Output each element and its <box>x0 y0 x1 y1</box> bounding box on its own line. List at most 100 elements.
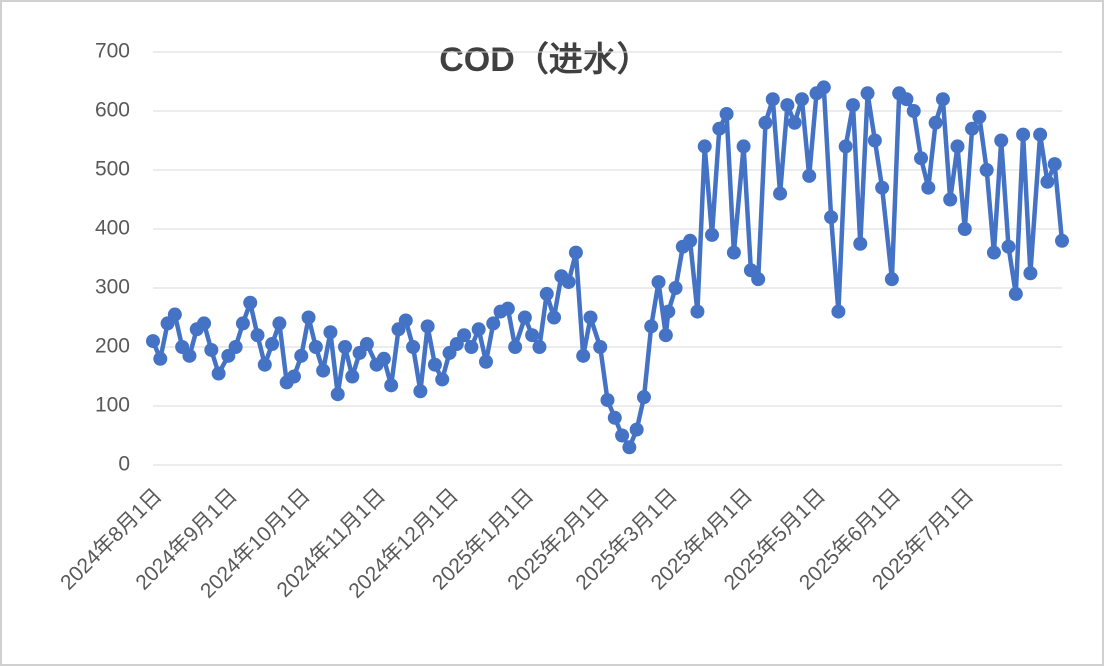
data-point <box>508 340 523 354</box>
data-point <box>338 340 353 354</box>
data-point <box>831 304 846 319</box>
data-point <box>773 186 788 201</box>
y-tick-label: 500 <box>95 158 130 181</box>
data-point <box>593 340 608 354</box>
data-point <box>568 245 583 260</box>
data-point <box>867 133 882 148</box>
data-point <box>914 151 929 166</box>
data-point <box>182 348 197 363</box>
data-point <box>345 369 360 384</box>
chart-title: COD（进水） <box>439 40 651 79</box>
data-point <box>758 115 773 130</box>
data-point <box>705 227 720 242</box>
data-point <box>787 115 802 130</box>
data-point <box>539 286 554 301</box>
data-point <box>928 115 943 130</box>
data-point <box>943 192 958 207</box>
data-point <box>301 310 316 325</box>
data-point <box>636 390 651 405</box>
data-point <box>525 328 540 343</box>
data-point <box>323 325 338 340</box>
data-point <box>500 301 515 316</box>
data-point <box>1055 233 1069 248</box>
data-point <box>816 80 831 95</box>
data-point <box>607 410 622 425</box>
data-point <box>994 133 1009 148</box>
data-point <box>950 139 965 154</box>
data-point <box>204 342 219 357</box>
data-point <box>794 92 809 107</box>
data-point <box>683 233 698 248</box>
data-point <box>471 322 486 337</box>
data-point <box>845 98 860 113</box>
data-point <box>464 340 479 354</box>
data-point <box>265 337 280 352</box>
data-point <box>153 351 168 366</box>
data-point <box>668 281 683 295</box>
data-point <box>146 334 160 349</box>
data-point <box>167 307 182 322</box>
data-point <box>802 168 817 183</box>
data-point <box>972 109 987 124</box>
data-point <box>1033 127 1048 142</box>
data-point <box>235 316 250 331</box>
data-point <box>257 357 272 372</box>
data-point <box>406 340 421 354</box>
data-point <box>211 366 226 381</box>
data-point <box>1001 239 1016 254</box>
data-point <box>644 319 659 334</box>
data-point <box>547 310 562 325</box>
data-point <box>957 222 972 236</box>
data-point <box>824 210 839 225</box>
data-point <box>765 92 780 107</box>
data-point <box>486 316 501 331</box>
data-point <box>899 92 914 107</box>
data-point <box>658 328 673 343</box>
data-point <box>272 316 287 331</box>
data-point <box>979 163 994 177</box>
data-point <box>751 272 766 287</box>
data-point <box>413 384 428 399</box>
data-point <box>384 378 399 393</box>
data-point <box>838 139 853 154</box>
data-point <box>478 354 493 369</box>
data-point <box>965 121 980 136</box>
y-tick-label: 0 <box>118 453 130 476</box>
data-point <box>875 180 890 195</box>
data-point <box>532 340 547 354</box>
data-point <box>712 121 727 136</box>
data-point <box>853 236 868 251</box>
data-point <box>1047 157 1062 172</box>
data-point <box>243 295 258 310</box>
data-point <box>1016 127 1031 142</box>
data-point <box>427 357 442 372</box>
data-point <box>1008 286 1023 301</box>
data-point <box>921 180 936 195</box>
data-point <box>629 422 644 437</box>
data-point <box>736 139 751 154</box>
y-tick-label: 200 <box>95 335 130 358</box>
data-point <box>398 313 413 328</box>
data-point <box>690 304 705 319</box>
data-point <box>622 440 637 455</box>
data-point <box>376 351 391 366</box>
data-point <box>860 86 875 101</box>
data-point <box>906 104 921 118</box>
data-point <box>316 363 331 378</box>
data-point <box>1023 266 1038 281</box>
data-point <box>583 310 598 325</box>
data-point <box>986 245 1001 260</box>
data-point <box>197 316 212 331</box>
data-point <box>884 272 899 287</box>
data-point <box>359 337 374 352</box>
data-point <box>250 328 265 343</box>
data-point <box>435 372 450 387</box>
data-point <box>294 348 309 363</box>
data-point <box>661 304 676 319</box>
data-point <box>330 387 345 402</box>
data-point <box>1040 174 1055 189</box>
data-point <box>228 340 243 354</box>
data-point <box>286 369 301 384</box>
data-point <box>457 328 472 343</box>
